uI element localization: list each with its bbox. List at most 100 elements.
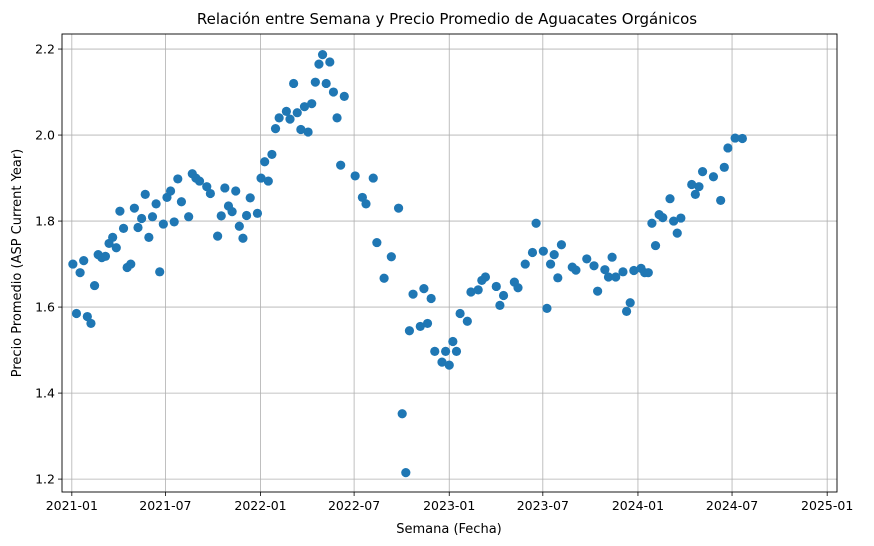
data-point — [658, 213, 668, 223]
data-point — [292, 108, 302, 118]
data-point — [133, 222, 143, 233]
data-point — [719, 162, 729, 172]
data-point — [444, 360, 454, 370]
data-point — [151, 199, 161, 209]
data-point — [75, 268, 85, 278]
data-point — [542, 303, 552, 313]
data-point — [419, 283, 429, 294]
x-axis-title: Semana (Fecha) — [396, 522, 501, 537]
data-point — [241, 210, 252, 221]
data-point — [165, 186, 176, 196]
data-point — [545, 259, 556, 269]
data-point — [672, 228, 682, 238]
data-point — [650, 240, 661, 251]
x-tick-label: 2024-01 — [612, 498, 664, 513]
data-point — [603, 272, 614, 282]
data-point — [647, 218, 657, 228]
data-point — [336, 160, 346, 170]
data-point — [527, 247, 538, 258]
data-point — [716, 195, 726, 206]
data-point — [372, 237, 382, 248]
data-point — [303, 127, 313, 137]
data-point — [111, 243, 121, 253]
data-point — [79, 256, 89, 266]
data-point — [408, 289, 418, 299]
data-point — [158, 219, 168, 229]
data-point — [202, 182, 212, 192]
data-point — [281, 106, 291, 117]
data-point — [697, 167, 708, 177]
x-tick-label: 2022-07 — [328, 498, 380, 513]
y-axis-title: Precio Promedio (ASP Current Year) — [10, 149, 25, 378]
data-point — [593, 286, 603, 296]
y-tick-label: 2.2 — [35, 42, 55, 57]
data-point — [607, 252, 617, 262]
data-point — [379, 273, 389, 283]
y-tick-label: 1.8 — [35, 214, 55, 229]
data-point — [267, 149, 277, 160]
data-point — [68, 259, 78, 269]
data-point — [310, 77, 320, 87]
data-point — [115, 206, 125, 216]
data-point — [386, 252, 396, 262]
data-point — [368, 173, 378, 183]
data-point — [252, 208, 263, 218]
data-point — [314, 59, 324, 69]
data-point — [531, 218, 541, 228]
data-point — [140, 189, 150, 200]
data-point — [462, 316, 472, 326]
x-tick-label: 2023-01 — [423, 498, 475, 513]
data-point — [437, 357, 447, 367]
data-point — [350, 171, 360, 181]
data-point — [430, 346, 440, 356]
data-point — [325, 57, 335, 67]
x-tick-label: 2025-01 — [801, 498, 853, 513]
y-tick-label: 1.2 — [35, 472, 55, 487]
data-point — [169, 217, 179, 227]
data-point — [491, 281, 501, 292]
gridlines — [62, 34, 837, 492]
data-point — [296, 124, 306, 135]
data-point — [126, 259, 136, 269]
data-point — [480, 272, 491, 282]
data-point — [589, 261, 599, 271]
data-point — [205, 188, 215, 199]
data-point — [422, 318, 433, 329]
data-points — [68, 50, 747, 478]
data-point — [155, 267, 165, 277]
data-point — [216, 211, 226, 221]
data-point — [361, 199, 371, 209]
data-point — [694, 182, 704, 192]
data-point — [321, 78, 331, 89]
data-point — [227, 207, 237, 217]
data-point — [173, 174, 183, 184]
data-point — [256, 173, 266, 183]
data-point — [473, 285, 483, 295]
data-point — [137, 213, 147, 224]
data-point — [184, 212, 194, 222]
data-point — [108, 232, 118, 243]
data-point — [213, 231, 223, 241]
data-point — [129, 203, 139, 213]
data-point — [100, 251, 111, 261]
data-point — [690, 189, 700, 200]
data-point — [553, 273, 563, 283]
data-point — [307, 99, 317, 109]
data-point — [86, 318, 96, 329]
data-point — [600, 265, 610, 275]
data-point — [676, 213, 686, 223]
data-point — [669, 216, 679, 226]
x-axis-ticks: 2021-01 2021-07 2022-01 2022-07 2023-01 2023-… — [46, 492, 853, 513]
data-point — [448, 336, 458, 347]
data-point — [332, 113, 342, 123]
data-point — [625, 298, 635, 308]
data-point — [687, 179, 697, 190]
data-point — [328, 87, 339, 97]
data-point — [147, 212, 158, 222]
data-point — [466, 287, 476, 297]
data-point — [220, 183, 230, 193]
data-point — [538, 246, 548, 256]
data-point — [404, 326, 415, 336]
